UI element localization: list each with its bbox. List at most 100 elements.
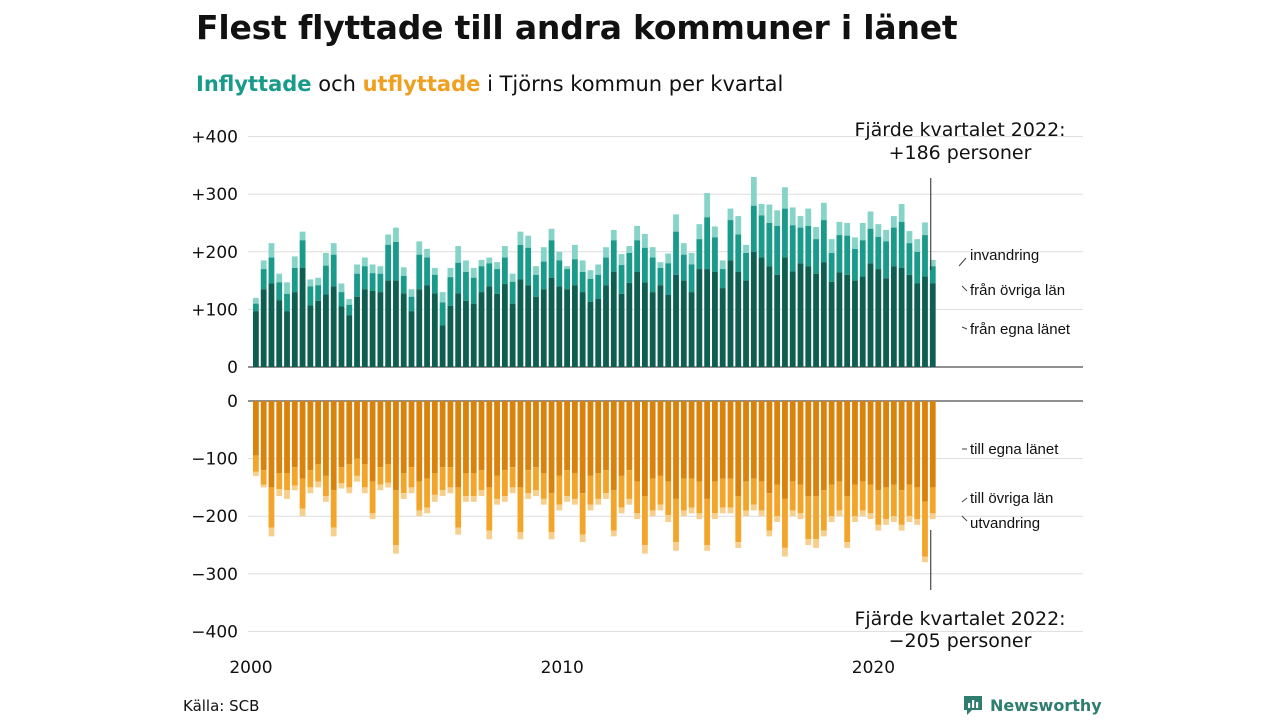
outflow-utvandring-bar xyxy=(455,527,462,535)
subtitle-rest: i Tjörns kommun per kvartal xyxy=(480,72,784,96)
subtitle-and-word: och xyxy=(311,72,363,96)
inflow-egna-bar xyxy=(260,289,267,367)
inflow-invandring-bar xyxy=(634,225,641,241)
outflow-egna-bar xyxy=(727,401,734,479)
outflow-egna-bar xyxy=(447,401,454,468)
inflow-egna-bar xyxy=(852,280,858,367)
inflow-egna-bar xyxy=(416,289,423,367)
outflow-ovriga-bar xyxy=(820,490,827,531)
inflow-invandring-bar xyxy=(556,251,563,261)
inflow-invandring-bar xyxy=(906,231,913,244)
outflow-ovriga-bar xyxy=(291,467,298,486)
inflow-invandring-bar xyxy=(509,273,516,282)
outflow-egna-bar xyxy=(828,401,835,485)
outflow-ovriga-bar xyxy=(859,481,866,511)
inflow-invandring-bar xyxy=(859,223,866,241)
inflow-ovriga-bar xyxy=(361,266,368,290)
inflow-egna-bar xyxy=(649,292,656,367)
inflow-egna-bar xyxy=(922,276,928,367)
inflow-egna-bar xyxy=(743,280,749,367)
outflow-ovriga-bar xyxy=(377,467,384,485)
inflow-egna-bar xyxy=(704,269,711,367)
inflow-invandring-bar xyxy=(369,264,376,274)
outflow-utvandring-bar xyxy=(782,547,788,557)
outflow-utvandring-bar xyxy=(431,494,438,502)
inflow-invandring-bar xyxy=(610,229,617,241)
outflow-utvandring-bar xyxy=(284,490,290,499)
inflow-invandring-bar xyxy=(735,216,742,235)
outflow-egna-bar xyxy=(805,401,812,497)
outflow-ovriga-bar xyxy=(533,467,539,491)
inflow-invandring-bar xyxy=(673,214,679,232)
outflow-egna-bar xyxy=(416,401,423,482)
outflow-ovriga-bar xyxy=(852,484,858,517)
inflow-ovriga-bar xyxy=(673,231,679,275)
outflow-egna-bar xyxy=(603,401,609,471)
outflow-ovriga-bar xyxy=(501,470,508,497)
outflow-ovriga-bar xyxy=(906,484,913,517)
outflow-ovriga-bar xyxy=(354,458,360,476)
inflow-egna-bar xyxy=(883,278,889,367)
outflow-utvandring-bar xyxy=(704,545,711,551)
bottom-y-tick-label: −200 xyxy=(191,507,238,527)
outflow-ovriga-bar xyxy=(595,473,602,499)
outflow-utvandring-bar xyxy=(439,490,446,497)
inflow-ovriga-bar xyxy=(268,257,275,284)
outflow-egna-bar xyxy=(400,401,407,473)
outflow-utvandring-bar xyxy=(875,524,882,531)
inflow-egna-bar xyxy=(478,292,485,367)
outflow-ovriga-bar xyxy=(509,467,516,488)
inflow-invandring-bar xyxy=(268,243,275,258)
inflow-egna-bar xyxy=(268,283,275,367)
inflow-invandring-bar xyxy=(712,226,718,238)
outflow-ovriga-bar xyxy=(898,490,905,525)
outflow-utvandring-bar xyxy=(922,556,928,563)
inflow-ovriga-bar xyxy=(260,269,267,290)
inflow-egna-bar xyxy=(564,289,570,367)
outflow-egna-bar xyxy=(836,401,843,482)
inflow-ovriga-bar xyxy=(665,263,672,295)
outflow-utvandring-bar xyxy=(642,545,648,554)
outflow-egna-bar xyxy=(595,401,602,473)
outflow-ovriga-bar xyxy=(486,487,493,531)
inflow-invandring-bar xyxy=(455,246,462,263)
inflow-ovriga-bar xyxy=(424,257,430,286)
top-annotation-line1: Fjärde kvartalet 2022: xyxy=(854,119,1065,141)
inflow-invandring-bar xyxy=(478,259,485,267)
inflow-ovriga-bar xyxy=(758,215,765,258)
top-series-label: från övriga län xyxy=(970,282,1065,299)
brand-name: Newsworthy xyxy=(990,695,1102,715)
outflow-utvandring-bar xyxy=(447,487,454,494)
outflow-egna-bar xyxy=(494,401,500,476)
inflow-egna-bar xyxy=(642,282,648,367)
top-y-tick-label: +300 xyxy=(191,185,238,205)
outflow-ovriga-bar xyxy=(369,481,376,514)
bottom-series-label: till egna länet xyxy=(970,441,1059,458)
series-label-tick xyxy=(961,285,968,292)
inflow-ovriga-bar xyxy=(805,225,812,267)
outflow-utvandring-bar xyxy=(712,513,718,520)
outflow-utvandring-bar xyxy=(377,484,384,491)
inflow-egna-bar xyxy=(548,277,555,367)
outflow-utvandring-bar xyxy=(330,527,337,537)
inflow-invandring-bar xyxy=(890,216,897,228)
outflow-utvandring-bar xyxy=(486,530,493,540)
inflow-egna-bar xyxy=(610,271,617,367)
outflow-utvandring-bar xyxy=(719,507,726,514)
outflow-ovriga-bar xyxy=(844,496,851,543)
outflow-egna-bar xyxy=(626,401,633,471)
inflow-invandring-bar xyxy=(828,239,835,253)
inflow-invandring-bar xyxy=(922,222,928,236)
inflow-invandring-bar xyxy=(315,277,322,286)
inflow-ovriga-bar xyxy=(408,296,415,312)
inflow-invandring-bar xyxy=(805,208,812,226)
outflow-utvandring-bar xyxy=(540,498,547,505)
inflow-egna-bar xyxy=(735,271,742,367)
inflow-egna-bar xyxy=(338,306,345,367)
outflow-ovriga-bar xyxy=(618,475,625,508)
outflow-egna-bar xyxy=(712,401,718,482)
outflow-utvandring-bar xyxy=(766,530,773,537)
inflow-invandring-bar xyxy=(571,244,578,260)
outflow-ovriga-bar xyxy=(642,496,648,545)
inflow-ovriga-bar xyxy=(743,252,749,281)
